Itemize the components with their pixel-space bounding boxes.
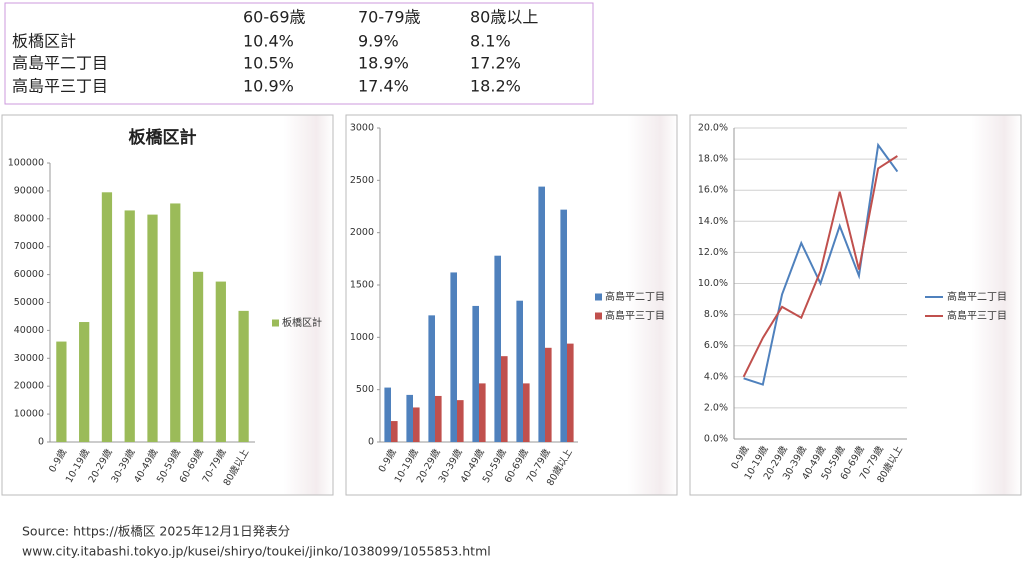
y-tick-label: 20000 [14, 381, 44, 392]
bar [479, 383, 486, 442]
y-tick-label: 70000 [14, 241, 44, 252]
chart-frame [689, 114, 1022, 496]
legend-label: 高島平三丁目 [605, 309, 665, 322]
bar [79, 322, 90, 442]
y-tick-label: 500 [356, 384, 374, 395]
bar [538, 186, 545, 442]
legend-label: 高島平三丁目 [947, 309, 1007, 322]
y-tick-label: 4.0% [704, 371, 728, 382]
bar [450, 272, 457, 442]
table-cell: 9.9% [358, 32, 399, 51]
y-tick-label: 16.0% [698, 185, 728, 196]
bar [384, 387, 391, 442]
bar [516, 300, 523, 442]
bar [428, 315, 435, 442]
y-tick-label: 1500 [350, 280, 374, 291]
legend-label: 高島平二丁目 [605, 290, 665, 303]
row-label: 高島平二丁目 [12, 54, 108, 73]
y-tick-label: 0 [368, 437, 374, 448]
y-tick-label: 10000 [14, 409, 44, 420]
row-label: 高島平三丁目 [12, 77, 108, 96]
table-cell: 17.4% [358, 77, 409, 96]
legend-swatch [595, 312, 602, 320]
y-tick-label: 80000 [14, 213, 44, 224]
y-tick-label: 1000 [350, 332, 374, 343]
y-tick-label: 60000 [14, 269, 44, 280]
y-tick-label: 2000 [350, 227, 374, 238]
table-cell: 18.9% [358, 54, 409, 73]
y-tick-label: 12.0% [698, 247, 728, 258]
y-tick-label: 10.0% [698, 278, 728, 289]
bar [494, 255, 501, 442]
source-text: www.city.itabashi.tokyo.jp/kusei/shiryo/… [22, 544, 491, 559]
table-cell: 10.4% [243, 32, 294, 51]
chart-frame [1, 114, 334, 496]
bar [215, 281, 226, 442]
legend-label: 高島平二丁目 [947, 290, 1007, 303]
y-tick-label: 2.0% [704, 402, 728, 413]
bar [523, 383, 530, 442]
bar [472, 305, 479, 442]
bar [501, 356, 508, 442]
table-cell: 8.1% [470, 32, 511, 51]
table-cell: 10.9% [243, 77, 294, 96]
bar [457, 400, 464, 442]
y-tick-label: 18.0% [698, 154, 728, 165]
bar [435, 395, 442, 442]
legend-swatch [595, 293, 602, 301]
bar [545, 347, 552, 442]
bar [101, 192, 113, 442]
legend-swatch [272, 319, 279, 327]
y-tick-label: 30000 [14, 353, 44, 364]
y-tick-label: 20.0% [698, 123, 728, 134]
table-header: 60-69歳 [243, 8, 306, 27]
y-tick-label: 14.0% [698, 216, 728, 227]
bar [413, 407, 420, 442]
bar [124, 210, 135, 442]
bar [192, 271, 204, 442]
legend-label: 板橋区計 [282, 316, 322, 329]
bar [391, 421, 398, 442]
y-tick-label: 8.0% [704, 309, 728, 320]
table-frame [4, 2, 594, 105]
y-tick-label: 100000 [8, 158, 44, 169]
table-header: 80歳以上 [470, 8, 538, 27]
y-tick-label: 6.0% [704, 340, 728, 351]
bar [406, 394, 413, 442]
source-text: Source: https://板橋区 2025年12月1日発表分 [22, 524, 290, 539]
bar [56, 341, 67, 442]
y-tick-label: 40000 [14, 325, 44, 336]
table-cell: 10.5% [243, 54, 294, 73]
chart-frame [345, 114, 678, 496]
line [743, 142, 899, 386]
bar [147, 214, 158, 442]
y-tick-label: 50000 [14, 297, 44, 308]
bar [170, 203, 181, 442]
bar [567, 343, 574, 442]
y-tick-label: 90000 [14, 185, 44, 196]
bar [238, 310, 249, 442]
table-cell: 17.2% [470, 54, 521, 73]
y-tick-label: 2500 [350, 175, 374, 186]
chart-title: 板橋区計 [129, 127, 197, 148]
line [742, 155, 898, 378]
y-tick-label: 3000 [350, 123, 374, 134]
bar [560, 209, 567, 442]
y-tick-label: 0.0% [704, 434, 728, 445]
y-tick-label: 0 [38, 437, 44, 448]
table-header: 70-79歳 [358, 8, 421, 27]
table-cell: 18.2% [470, 77, 521, 96]
row-label: 板橋区計 [12, 32, 76, 51]
